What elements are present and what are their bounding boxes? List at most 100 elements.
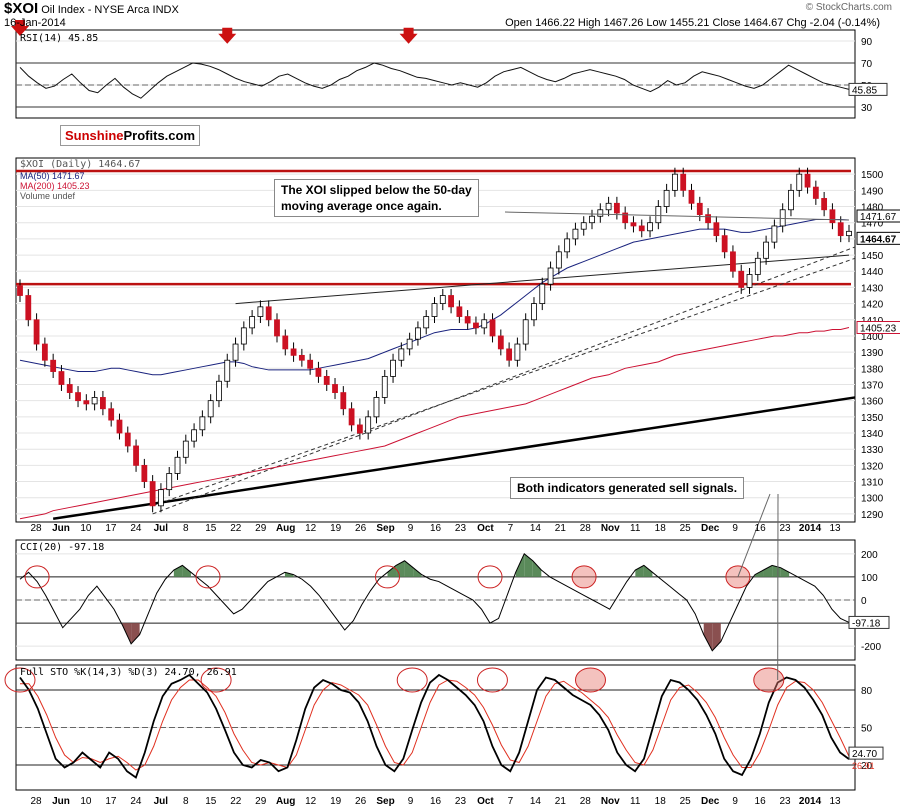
legend-entry: MA(50) 1471.67 xyxy=(20,171,85,181)
candle-body xyxy=(298,354,305,361)
candle xyxy=(746,268,753,294)
y-tick-price: 1320 xyxy=(861,461,884,472)
candle xyxy=(415,321,421,346)
candle-body xyxy=(763,241,769,259)
panel-frame-rsi xyxy=(15,29,856,119)
candle xyxy=(390,353,396,383)
x-tick-label: 22 xyxy=(230,796,242,807)
y-tick-price: 1430 xyxy=(861,283,884,294)
candle-body xyxy=(17,285,23,296)
candle xyxy=(182,434,189,464)
candle-body xyxy=(41,343,48,361)
candle-body xyxy=(83,400,90,405)
candle-body xyxy=(315,367,322,377)
candle-body xyxy=(224,359,231,382)
cci-overbought-fill xyxy=(763,565,773,577)
x-tick-label: 29 xyxy=(255,523,267,534)
candle-body xyxy=(423,316,430,329)
x-tick-label: Dec xyxy=(701,796,720,807)
x-tick-label: 26 xyxy=(355,523,367,534)
rsi-last-box xyxy=(848,82,888,96)
candle-body xyxy=(688,189,695,204)
candle xyxy=(141,458,148,489)
candle-body xyxy=(166,473,173,491)
candle-body xyxy=(473,322,479,329)
candle-body xyxy=(373,397,380,418)
candle xyxy=(381,369,388,404)
price-label-box xyxy=(856,320,900,334)
cci-overbought-fill xyxy=(635,565,644,577)
candle xyxy=(240,321,247,351)
x-tick-label: Oct xyxy=(477,523,494,534)
y-tick-sto: 50 xyxy=(861,724,873,735)
sell-arrow-icon xyxy=(11,20,29,36)
candle xyxy=(191,423,197,448)
signal-circle xyxy=(477,565,503,589)
x-tick-label: 29 xyxy=(255,796,267,807)
candle xyxy=(539,277,546,311)
x-tick-label: Oct xyxy=(477,796,494,807)
x-tick-label: 19 xyxy=(330,796,342,807)
x-tick-label: 2014 xyxy=(799,796,822,807)
candle xyxy=(166,466,173,497)
cci-overbought-fill xyxy=(387,565,397,577)
candle xyxy=(282,329,289,356)
candle-body xyxy=(398,348,405,361)
candle-body xyxy=(340,392,347,410)
candle-body xyxy=(356,424,363,434)
sto-d-last-label: 26.91 xyxy=(852,761,875,771)
x-tick-label: Sep xyxy=(376,523,394,534)
candle-body xyxy=(613,202,620,214)
x-tick-label: 8 xyxy=(183,523,189,534)
candle-body xyxy=(788,189,794,211)
candle-body xyxy=(696,202,703,216)
y-tick-rsi: 70 xyxy=(861,59,873,70)
candle xyxy=(448,289,454,314)
x-tick-label: 13 xyxy=(829,523,841,534)
candle-body xyxy=(149,481,156,507)
x-tick-label: 9 xyxy=(408,796,414,807)
y-tick-sto: 20 xyxy=(861,761,873,772)
x-tick-label: 10 xyxy=(80,523,92,534)
sell-pointer xyxy=(737,493,771,578)
y-tick-cci: 200 xyxy=(861,550,878,561)
candle-body xyxy=(456,306,463,317)
candle-body xyxy=(771,225,778,243)
candle-body xyxy=(547,267,554,285)
x-tick-label: 11 xyxy=(630,523,641,534)
x-tick-label: 26 xyxy=(355,796,367,807)
y-tick-sto: 80 xyxy=(861,686,873,697)
candle-body xyxy=(232,343,239,361)
signal-circle xyxy=(200,667,232,693)
ma-callout-line2: moving average once again. xyxy=(281,199,442,213)
candle-body xyxy=(116,419,123,434)
candle-body xyxy=(647,222,653,232)
candle xyxy=(473,316,479,335)
candle xyxy=(796,167,803,197)
candle-body xyxy=(323,375,330,385)
y-tick-price: 1450 xyxy=(861,251,884,262)
candle-body xyxy=(249,316,256,329)
candle xyxy=(456,300,463,324)
candle xyxy=(763,235,769,265)
signal-circle xyxy=(574,667,606,693)
x-tick-label: 28 xyxy=(30,796,42,807)
y-tick-price: 1380 xyxy=(861,364,884,375)
candle-body xyxy=(564,238,571,253)
x-tick-label: Nov xyxy=(601,523,620,534)
candle xyxy=(506,342,513,367)
x-tick-label: Aug xyxy=(276,523,295,534)
index-name: Oil Index - NYSE Arca INDX xyxy=(41,4,179,16)
x-tick-label: 10 xyxy=(80,796,92,807)
candle xyxy=(522,313,529,351)
candle xyxy=(738,264,745,294)
candle xyxy=(398,342,405,367)
x-tick-label: 9 xyxy=(732,796,738,807)
y-tick-price: 1420 xyxy=(861,300,884,311)
cci-overbought-fill xyxy=(780,567,790,577)
candle-body xyxy=(100,397,106,410)
long-term-trend-line xyxy=(52,396,856,521)
candle xyxy=(423,310,430,335)
candle-body xyxy=(108,408,115,421)
candle xyxy=(406,332,413,356)
